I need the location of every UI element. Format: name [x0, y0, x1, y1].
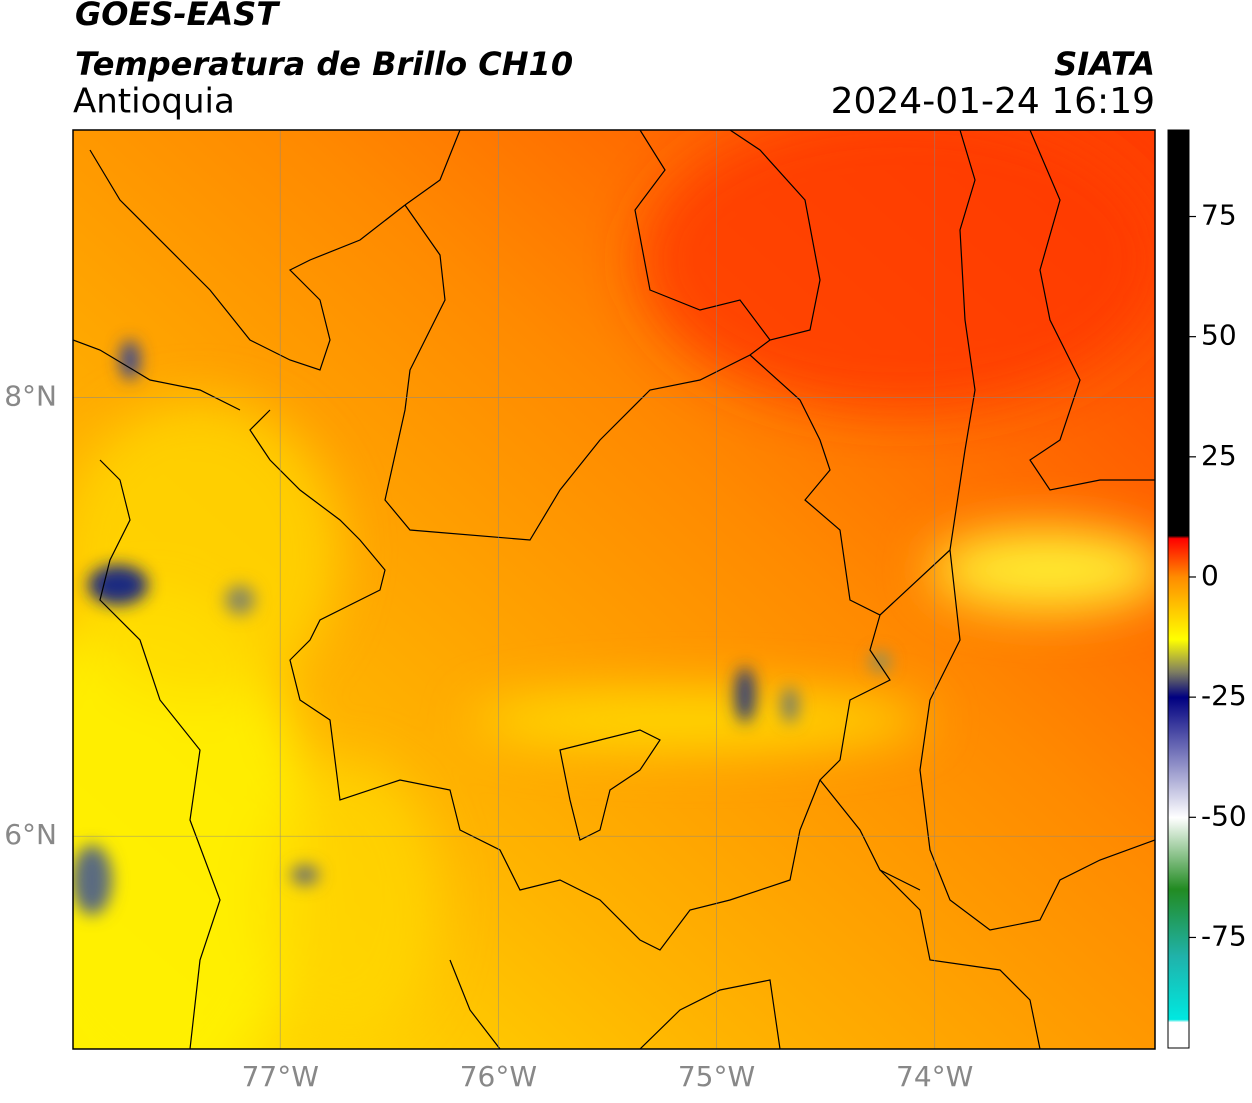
x-tick-label: 75°W [678, 1060, 755, 1093]
source: SIATA [1054, 45, 1155, 83]
map-frame [72, 129, 1156, 1050]
subtitle: Temperatura de Brillo CH10 [75, 45, 573, 83]
colorbar-tick-label: 75 [1201, 199, 1237, 232]
colorbar-tick-label: 25 [1201, 439, 1237, 472]
colorbar-tick-label: -75 [1201, 919, 1247, 952]
y-tick-label: 6°N [4, 818, 57, 851]
colorbar-tick-label: -50 [1201, 799, 1247, 832]
x-tick-label: 77°W [242, 1060, 319, 1093]
colorbar [1167, 129, 1190, 1049]
colorbar-tick-label: 0 [1201, 559, 1219, 592]
satellite-image [73, 130, 1155, 1049]
x-tick-label: 74°W [896, 1060, 973, 1093]
title: GOES-EAST [75, 0, 280, 33]
y-tick-label: 8°N [4, 380, 57, 413]
colorbar-tick-label: 50 [1201, 319, 1237, 352]
timestamp: 2024-01-24 16:19 [831, 81, 1155, 122]
region: Antioquia [73, 82, 235, 122]
colorbar-tick-label: -25 [1201, 679, 1247, 712]
x-tick-label: 76°W [460, 1060, 537, 1093]
